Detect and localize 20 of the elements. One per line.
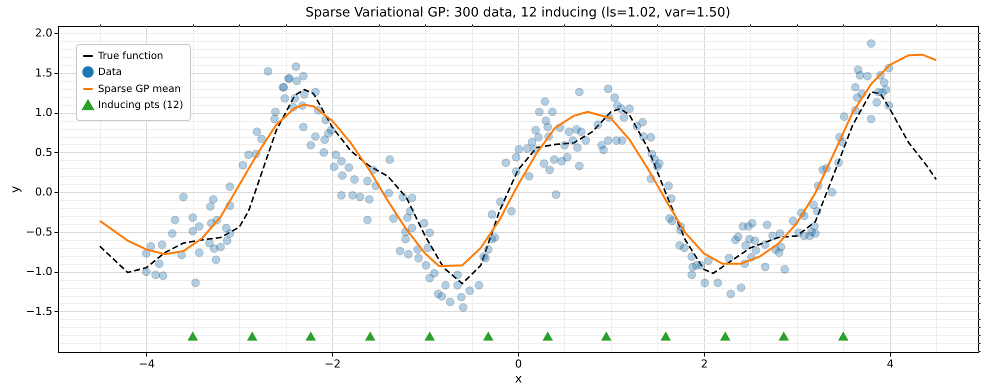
x-axis-title: x <box>514 372 522 386</box>
y-tick-label: 1.5 <box>35 66 52 80</box>
y-tick-label: −1.5 <box>26 304 52 318</box>
y-tick-label: 1.0 <box>35 106 52 120</box>
chart-title: Sparse Variational GP: 300 data, 12 inducing (ls=1.02, var=1.50) <box>306 6 730 20</box>
x-tick-label: 2 <box>700 358 708 370</box>
legend-label: Inducing pts (12) <box>98 100 184 111</box>
legend-label: Data <box>98 67 122 78</box>
y-axis-title: y <box>8 186 22 194</box>
y-tick-label: 0.5 <box>35 146 52 159</box>
legend-label: Sparse GP mean <box>98 84 181 95</box>
x-tick-label: −2 <box>324 358 341 370</box>
y-tick-label: 2.0 <box>35 26 52 40</box>
y-tick-label: 0.0 <box>35 186 52 199</box>
y-tick-label: −1.0 <box>26 265 52 278</box>
x-tick-label: 0 <box>515 358 522 370</box>
legend-label: True function <box>97 51 164 62</box>
x-tick-label: −4 <box>138 358 155 370</box>
x-tick-label: 4 <box>886 358 894 370</box>
y-tick-label: −0.5 <box>26 225 52 238</box>
